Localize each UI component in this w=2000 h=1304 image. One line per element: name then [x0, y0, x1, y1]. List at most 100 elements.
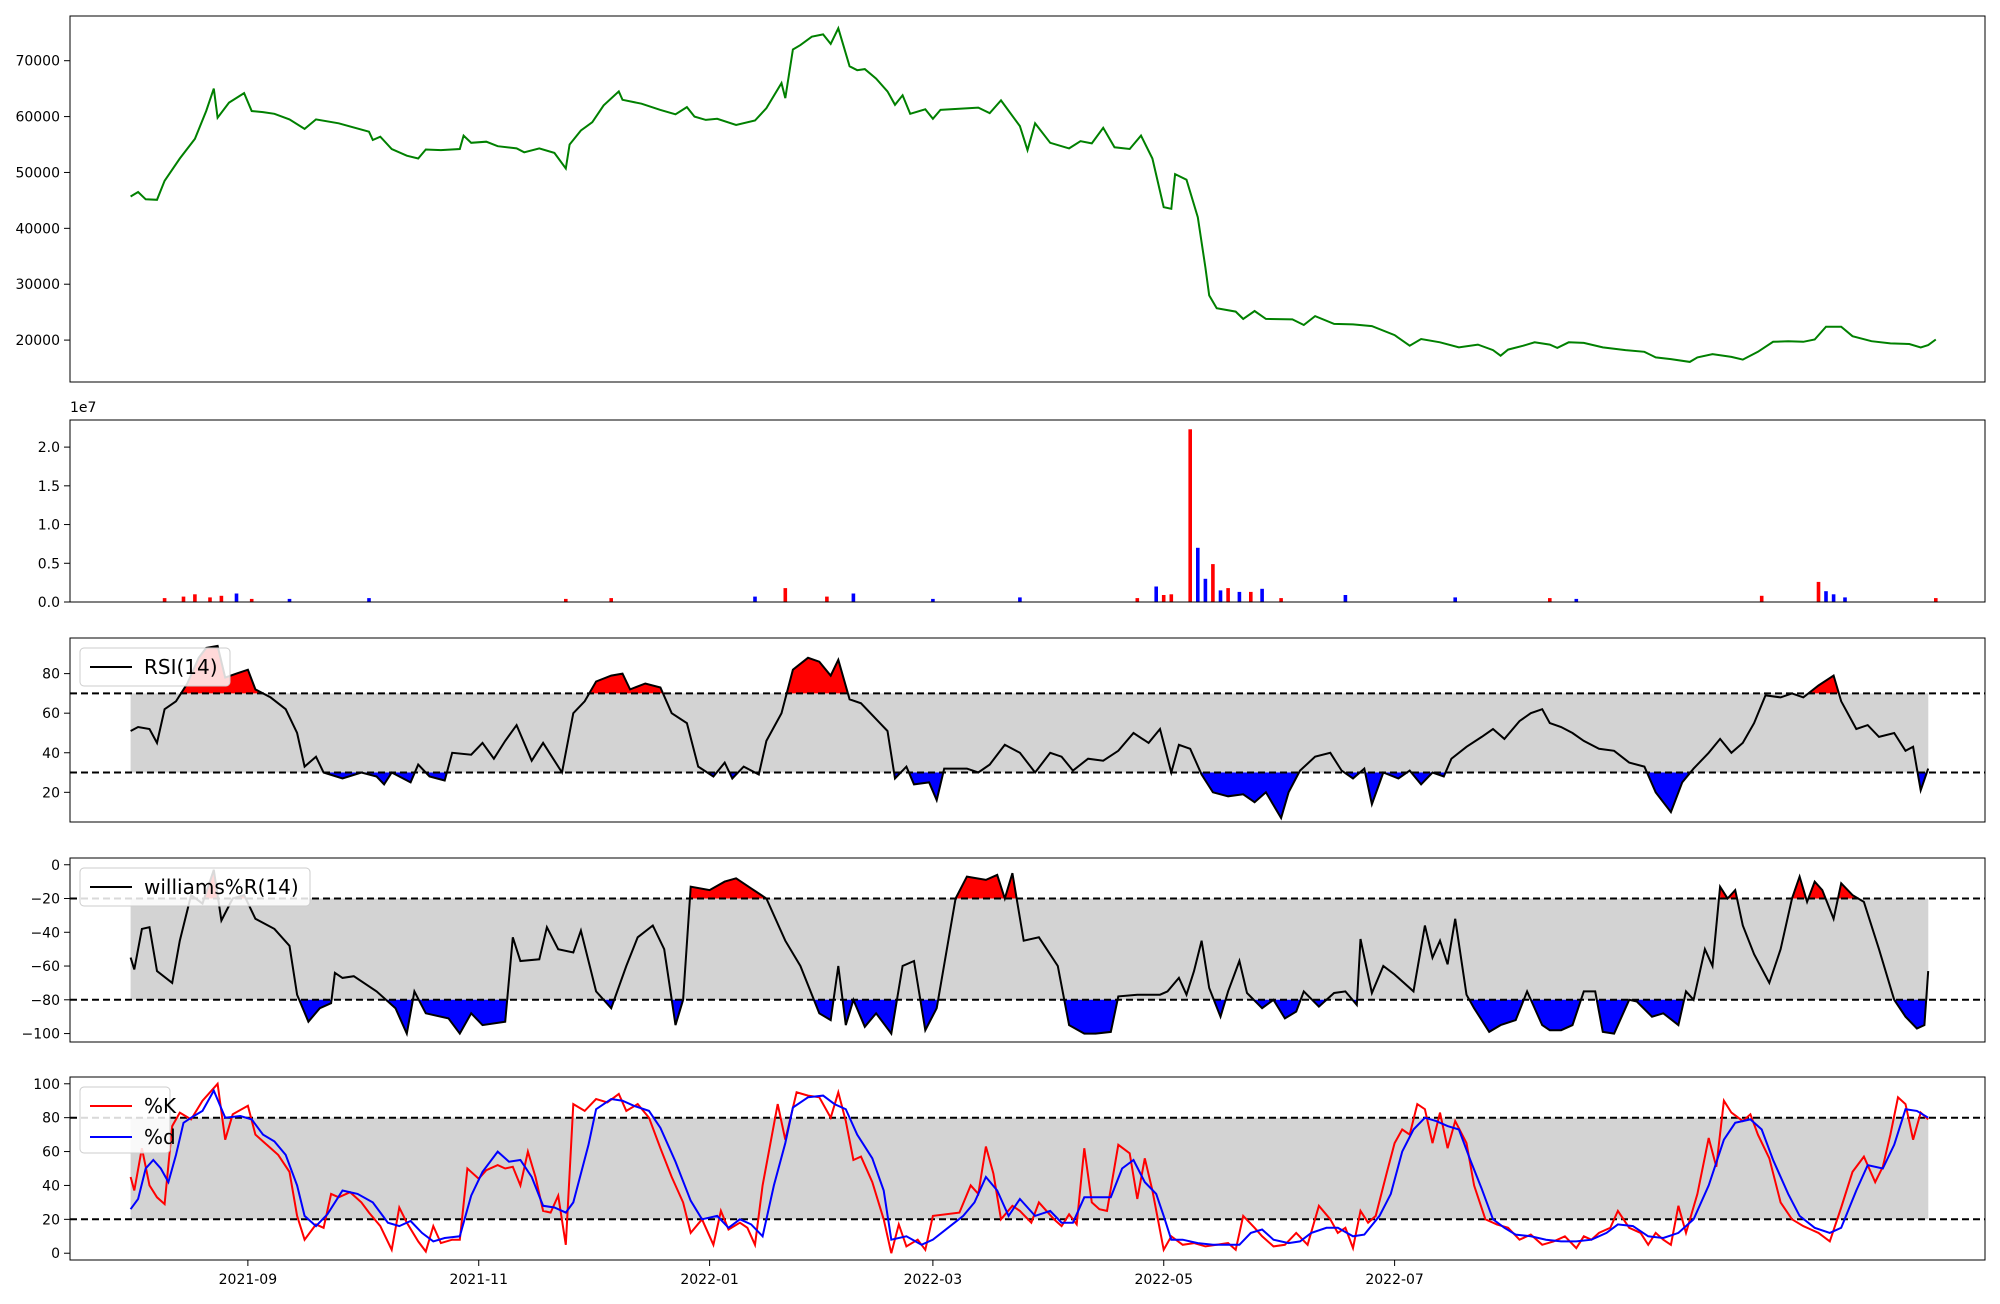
x-tick-label: 2022-05 — [1134, 1272, 1193, 1288]
rsi-ytick-label: 80 — [42, 667, 60, 683]
rsi-overbought-fill — [1808, 675, 1839, 694]
williams-oversold-fill — [1894, 999, 1926, 1029]
williams-oversold-fill — [815, 999, 833, 1020]
x-tick-label: 2022-03 — [904, 1272, 963, 1288]
williams-ytick-label: −20 — [30, 892, 60, 908]
williams-oversold-fill — [843, 999, 896, 1033]
volume-bar — [208, 597, 212, 602]
x-tick-label: 2022-01 — [680, 1272, 739, 1288]
williams-oversold-fill — [1469, 999, 1523, 1032]
volume-bar — [162, 598, 167, 602]
rsi-legend-box — [79, 647, 231, 687]
rsi-overbought-fill — [786, 658, 848, 694]
williams-oversold-fill — [300, 999, 331, 1021]
rsi-oversold-fill — [1647, 772, 1690, 812]
volume-bar — [1161, 595, 1166, 602]
volume-bar — [181, 596, 186, 602]
volume-bar — [1169, 594, 1174, 602]
volume-bar — [1279, 598, 1283, 602]
stochastic-series-line-0 — [129, 1081, 1929, 1254]
volume-bar — [1759, 595, 1764, 602]
volume-ytick-label: 2.0 — [38, 440, 60, 456]
volume-bar — [825, 596, 829, 602]
volume-bar — [753, 596, 757, 602]
volume-offset-label: 1e7 — [70, 400, 96, 416]
williams-axes-frame — [69, 857, 1986, 1043]
price-ytick-label: 40000 — [15, 221, 60, 237]
price-ytick-label: 60000 — [15, 110, 60, 126]
volume-ytick-label: 0.5 — [38, 556, 60, 572]
stochastic-ytick-label: 100 — [33, 1077, 60, 1093]
volume-bar — [1816, 581, 1821, 602]
rsi-legend: RSI(14) — [79, 647, 231, 687]
rsi-oversold-fill — [1412, 772, 1446, 785]
volume-bar — [193, 594, 197, 602]
volume-bar — [219, 595, 224, 602]
volume-bar — [1574, 598, 1579, 602]
rsi-legend-label: RSI(14) — [144, 655, 218, 679]
stochastic-series-line-1 — [129, 1088, 1929, 1246]
rsi-oversold-fill — [425, 772, 447, 781]
volume-bar — [1226, 588, 1230, 602]
volume-bar — [249, 598, 254, 602]
volume-bar — [1154, 586, 1158, 602]
volume-ytick-label: 1.5 — [38, 479, 60, 495]
stochastic-ytick-label: 0 — [51, 1246, 60, 1262]
volume-axes-frame — [69, 419, 1986, 603]
volume-bar — [1211, 564, 1215, 602]
stochastic-legend-label: %K — [144, 1094, 177, 1118]
williams-legend: williams%R(14) — [79, 867, 311, 907]
williams-oversold-fill — [1254, 999, 1301, 1019]
williams-overbought-fill — [1808, 882, 1826, 899]
volume-bar — [1249, 591, 1253, 602]
price-ytick-label: 30000 — [15, 277, 60, 293]
volume-bar — [609, 598, 613, 602]
volume-bar — [287, 598, 292, 602]
volume-bar — [1453, 597, 1457, 602]
stochastic-neutral-band — [130, 1117, 1929, 1220]
williams-overbought-fill — [1720, 886, 1737, 899]
volume-bar — [1196, 547, 1200, 602]
volume-bar — [1203, 578, 1208, 602]
volume-bar — [1843, 597, 1847, 602]
volume-ytick-label: 1.0 — [38, 518, 60, 534]
williams-legend-label: williams%R(14) — [144, 875, 299, 899]
stochastic-legend-label: %d — [144, 1125, 176, 1149]
stochastic-panel: 0 20 40 60 80 100 %K %d — [33, 1076, 1986, 1262]
rsi-series-line-0 — [130, 644, 1930, 821]
williams-oversold-fill — [1313, 999, 1326, 1006]
rsi-ytick-label: 60 — [42, 706, 60, 722]
volume-bar — [931, 598, 935, 602]
x-axis: 2021-09 2021-11 2022-01 2022-03 2022-05 2022-… — [219, 1260, 1424, 1288]
volume-panel: 0.0 0.5 1.0 1.5 2.0 1e7 — [38, 400, 1986, 611]
williams-ytick-label: 0 — [51, 858, 60, 874]
williams-oversold-fill — [1214, 999, 1225, 1016]
volume-bar — [1018, 597, 1022, 602]
rsi-ytick-label: 20 — [42, 785, 60, 801]
rsi-neutral-band — [130, 693, 1929, 773]
rsi-oversold-fill — [1201, 772, 1298, 818]
williams-oversold-fill — [1065, 999, 1117, 1034]
x-tick-label: 2021-11 — [449, 1272, 508, 1288]
williams-ytick-label: −100 — [22, 1027, 60, 1043]
volume-bar — [1237, 591, 1242, 602]
rsi-oversold-fill — [1365, 772, 1406, 804]
stochastic-ytick-label: 40 — [42, 1178, 60, 1194]
price-ytick-label: 50000 — [15, 165, 60, 181]
volume-bar — [234, 593, 239, 602]
price-ytick-label: 20000 — [15, 333, 60, 349]
stochastic-ytick-label: 80 — [42, 1111, 60, 1127]
volume-ytick-label: 0.0 — [38, 595, 60, 611]
volume-bar — [367, 598, 371, 602]
volume-bar — [851, 593, 856, 602]
x-tick-label: 2021-09 — [219, 1272, 278, 1288]
price-series-line — [130, 25, 1937, 363]
stochastic-legend: %K %d — [79, 1086, 177, 1154]
volume-bar — [564, 598, 568, 602]
williams-ytick-label: −60 — [30, 959, 60, 975]
stochastic-ytick-label: 60 — [42, 1145, 60, 1161]
williams-ytick-label: −80 — [30, 993, 60, 1009]
rsi-oversold-fill — [1345, 772, 1360, 779]
